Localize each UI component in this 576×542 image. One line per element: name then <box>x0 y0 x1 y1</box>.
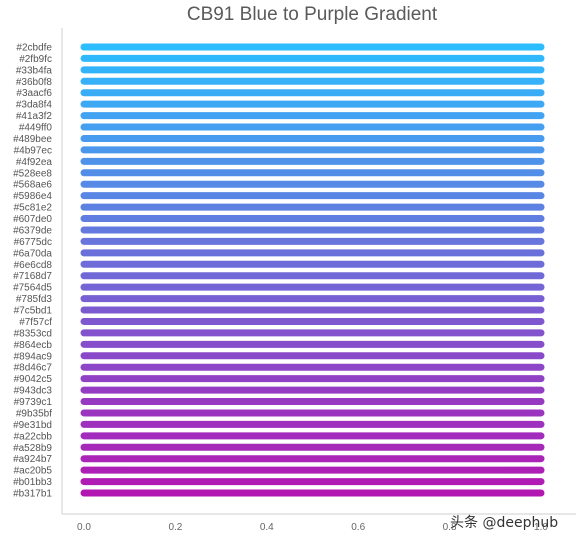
y-tick-label: #a528b9 <box>13 443 52 454</box>
y-tick-label: #8d46c7 <box>14 363 53 374</box>
y-tick-label: #864ecb <box>14 340 53 351</box>
y-tick-label: #607de0 <box>13 214 52 225</box>
y-tick-label: #528ee8 <box>13 168 52 179</box>
y-tick-label: #9e31bd <box>13 420 52 431</box>
y-tick-label: #b317b1 <box>13 489 52 500</box>
y-tick-label: #568ae6 <box>13 180 52 191</box>
y-tick-label: #943dc3 <box>14 386 53 397</box>
x-tick-label: 0.8 <box>443 522 457 533</box>
x-tick-label: 0.0 <box>77 522 91 533</box>
y-tick-label: #a22cbb <box>14 431 53 442</box>
y-tick-label: #41a3f2 <box>16 111 53 122</box>
x-tick-label: 1.0 <box>534 522 548 533</box>
y-tick-label: #449ff0 <box>19 123 53 134</box>
y-tick-label: #5c81e2 <box>14 203 53 214</box>
y-tick-label: #2cbdfe <box>16 43 52 54</box>
y-tick-label: #3aacf6 <box>16 88 52 99</box>
x-tick-labels: 0.0 0.2 0.4 0.6 0.8 1.0 <box>77 522 548 533</box>
y-tick-label: #7564d5 <box>13 283 52 294</box>
y-tick-label: #36b0f8 <box>16 77 53 88</box>
y-tick-label: #7168d7 <box>13 271 52 282</box>
y-tick-label: #9b35bf <box>16 408 52 419</box>
y-tick-label: #a924b7 <box>13 454 52 465</box>
x-tick-label: 0.6 <box>351 522 365 533</box>
y-tick-label: #785fd3 <box>16 294 53 305</box>
chart-title: CB91 Blue to Purple Gradient <box>187 4 438 25</box>
y-tick-label: #ac20b5 <box>14 466 53 477</box>
y-tick-label: #6775dc <box>14 237 52 248</box>
bars-layer <box>80 43 545 497</box>
y-tick-label: #33b4fa <box>16 65 53 76</box>
y-tick-label: #b01bb3 <box>13 477 52 488</box>
y-tick-label: #5986e4 <box>13 191 52 202</box>
y-tick-label: #3da8f4 <box>16 100 53 111</box>
x-tick-label: 0.4 <box>260 522 274 533</box>
axes-layer <box>61 28 576 515</box>
watermark-text: 头条 @deephub <box>450 514 558 531</box>
y-tick-labels: #2cbdfe#2fb9fc#33b4fa#36b0f8#3aacf6#3da8… <box>13 43 52 500</box>
y-tick-label: #6e6cd8 <box>14 260 53 271</box>
y-tick-label: #2fb9fc <box>19 54 52 65</box>
y-tick-label: #6379de <box>13 225 52 236</box>
y-tick-label: #4f92ea <box>16 157 53 168</box>
y-tick-label: #7c5bd1 <box>14 306 53 317</box>
y-tick-label: #9042c5 <box>14 374 53 385</box>
x-tick-label: 0.2 <box>168 522 182 533</box>
y-tick-label: #9739c1 <box>14 397 53 408</box>
y-tick-label: #6a70da <box>13 248 52 259</box>
y-tick-label: #489bee <box>13 134 52 145</box>
y-tick-label: #894ac9 <box>14 351 53 362</box>
y-tick-label: #8353cd <box>14 328 52 339</box>
y-tick-label: #7f57cf <box>19 317 52 328</box>
y-tick-label: #4b97ec <box>14 145 52 156</box>
